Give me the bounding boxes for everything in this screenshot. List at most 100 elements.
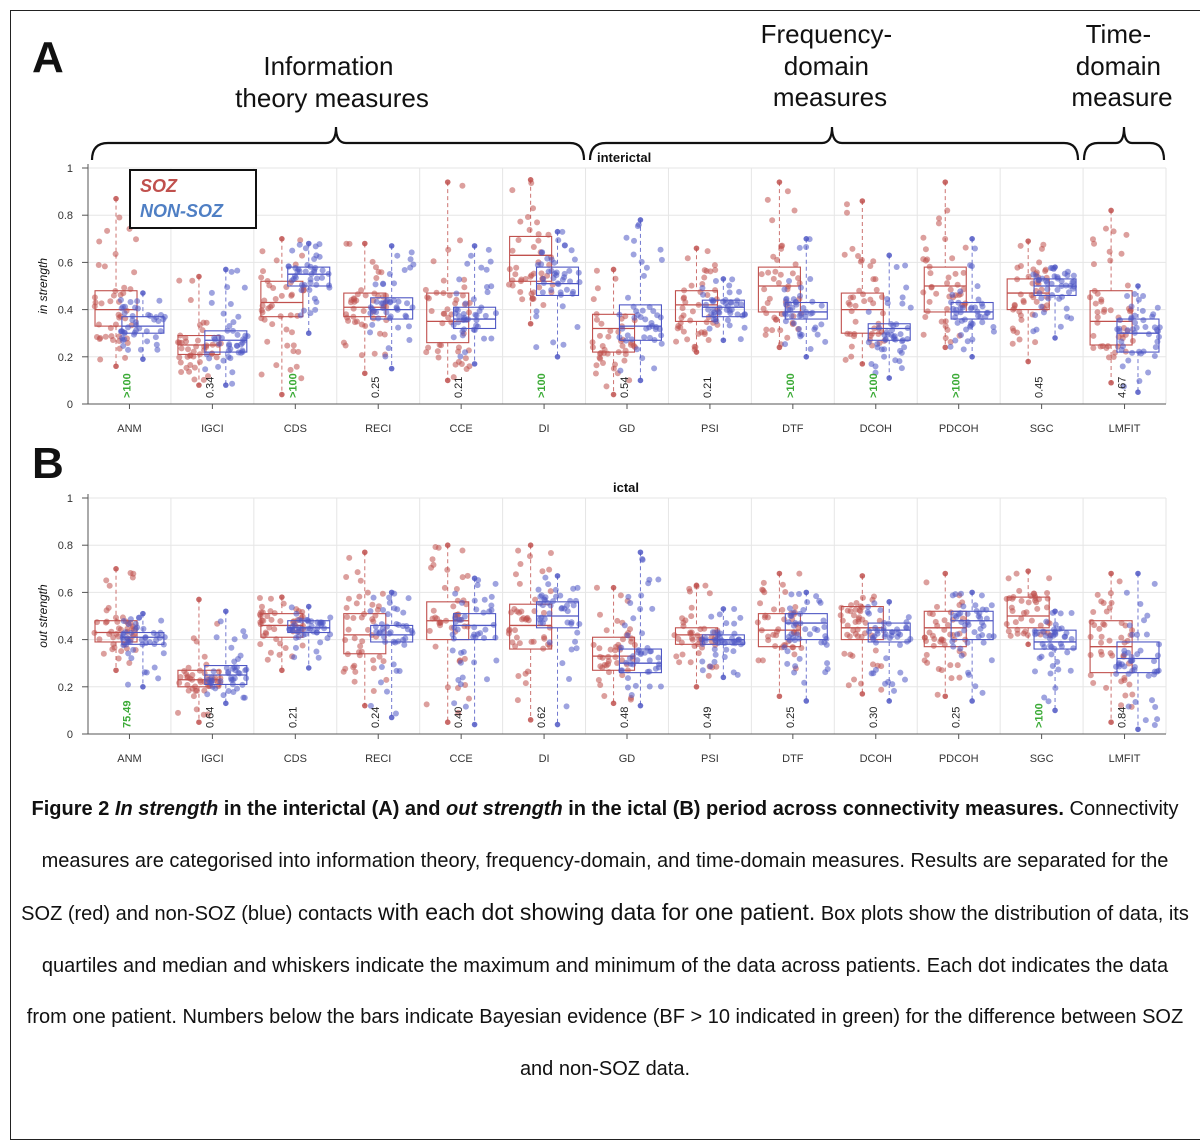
data-dot: [1155, 333, 1162, 340]
data-dot: [439, 320, 446, 327]
data-dot: [674, 325, 681, 332]
data-dot: [922, 314, 929, 321]
data-dot: [1046, 575, 1053, 582]
data-dot: [131, 269, 138, 276]
data-dot: [881, 619, 888, 626]
data-dot: [452, 300, 459, 307]
data-dot: [800, 606, 807, 613]
data-dot: [488, 602, 495, 609]
data-dot: [204, 691, 211, 698]
data-dot: [548, 256, 555, 263]
data-dot: [570, 288, 577, 295]
data-dot: [775, 280, 782, 287]
data-dot: [296, 241, 303, 248]
data-dot: [1129, 691, 1136, 698]
data-dot: [258, 274, 265, 281]
data-dot: [203, 661, 210, 668]
data-dot: [298, 375, 305, 382]
data-dot: [406, 337, 413, 344]
data-dot: [285, 263, 292, 270]
data-dot: [383, 676, 390, 683]
data-dot: [1032, 594, 1039, 601]
data-dot: [638, 258, 645, 265]
data-dot: [350, 295, 357, 302]
dot-max: [693, 245, 700, 252]
data-dot: [1036, 259, 1043, 266]
data-dot: [120, 342, 127, 349]
data-dot: [961, 627, 968, 634]
data-dot: [125, 621, 132, 628]
data-dot: [433, 289, 440, 296]
dot-min: [969, 354, 975, 360]
data-dot: [688, 613, 695, 620]
data-dot: [865, 339, 872, 346]
data-dot: [1133, 324, 1140, 331]
data-dot: [539, 568, 546, 575]
dot-min: [361, 370, 368, 377]
data-dot: [473, 606, 480, 613]
data-dot: [513, 634, 520, 641]
data-dot: [614, 617, 621, 624]
dot-min: [279, 667, 285, 674]
y-tick-label: 0.6: [58, 257, 73, 269]
data-dot: [340, 339, 347, 346]
data-dot: [927, 270, 934, 277]
data-dot: [769, 217, 776, 224]
data-dot: [459, 547, 466, 554]
data-dot: [1154, 652, 1161, 659]
data-dot: [1067, 667, 1074, 674]
data-dot: [784, 648, 791, 655]
data-dot: [1128, 303, 1135, 310]
data-dot: [1087, 633, 1094, 640]
data-dot: [628, 336, 635, 343]
data-dot: [737, 614, 744, 621]
data-dot: [630, 251, 637, 258]
data-dot: [590, 296, 597, 303]
data-dot: [117, 296, 124, 303]
data-dot: [950, 643, 957, 650]
data-dot: [870, 258, 877, 265]
data-dot: [1134, 651, 1141, 658]
data-dot: [706, 590, 713, 597]
data-dot: [402, 312, 409, 319]
box-di-nonsoz: [535, 573, 583, 728]
legend-nonsoz: NON-SOZ: [140, 201, 224, 221]
data-dot: [630, 615, 637, 622]
data-dot: [1106, 637, 1113, 644]
data-dot: [290, 342, 297, 349]
data-dot: [239, 681, 246, 688]
data-dot: [483, 266, 490, 273]
data-dot: [904, 335, 911, 342]
data-dot: [684, 336, 691, 343]
dot-min: [1135, 389, 1141, 396]
data-dot: [350, 305, 357, 312]
data-dot: [453, 290, 460, 297]
data-dot: [116, 214, 123, 221]
data-dot: [127, 299, 134, 306]
data-dot: [227, 300, 234, 307]
data-dot: [516, 580, 523, 587]
box-cds-soz: [258, 236, 307, 398]
data-dot: [1129, 337, 1136, 344]
data-dot: [300, 307, 307, 314]
data-dot: [599, 654, 606, 661]
data-dot: [786, 605, 793, 612]
data-dot: [902, 262, 909, 269]
data-dot: [153, 341, 160, 348]
data-dot: [792, 663, 799, 670]
data-dot: [807, 276, 814, 283]
data-dot: [213, 634, 220, 641]
data-dot: [395, 324, 402, 331]
data-dot: [942, 335, 949, 342]
bayes-factor-label: >100: [1034, 703, 1046, 728]
data-dot: [563, 703, 570, 710]
data-dot: [230, 689, 237, 696]
data-dot: [112, 251, 119, 258]
data-dot: [559, 303, 566, 310]
data-dot: [1152, 344, 1159, 351]
data-dot: [772, 268, 779, 275]
data-dot: [199, 327, 206, 334]
data-dot: [119, 633, 126, 640]
data-dot: [788, 312, 795, 319]
data-dot: [1097, 648, 1104, 655]
